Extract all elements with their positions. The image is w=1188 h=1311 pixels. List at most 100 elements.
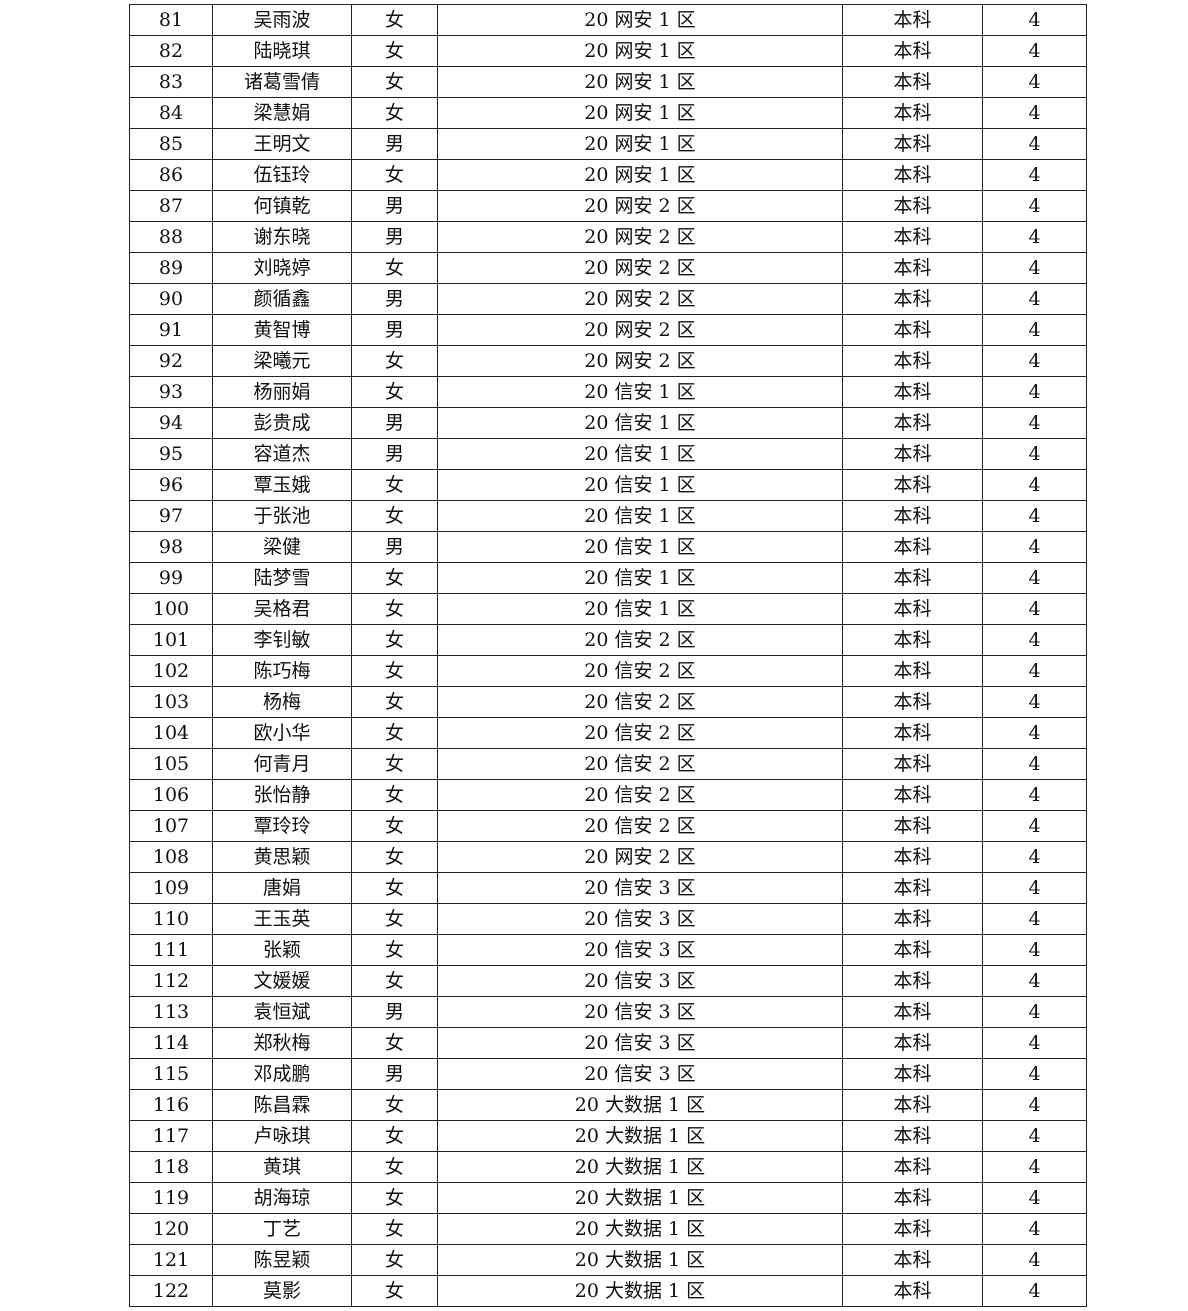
cell-index: 94: [129, 407, 213, 439]
cell-class: 20 信安 3 区: [437, 1058, 843, 1090]
cell-name: 郑秋梅: [212, 1027, 352, 1059]
cell-class: 20 信安 1 区: [437, 438, 843, 470]
cell-degree: 本科: [842, 1120, 983, 1152]
cell-index: 120: [129, 1213, 213, 1245]
cell-index: 93: [129, 376, 213, 408]
table-row: 104 欧小华女 20 信安 2 区本科 4: [129, 717, 1087, 749]
cell-index: 88: [129, 221, 213, 253]
cell-degree: 本科: [842, 655, 983, 687]
cell-degree: 本科: [842, 35, 983, 67]
cell-class: 20 信安 2 区: [437, 779, 843, 811]
cell-gender: 女: [351, 35, 438, 67]
table-row: 103 杨梅女 20 信安 2 区本科 4: [129, 686, 1087, 718]
cell-index: 117: [129, 1120, 213, 1152]
cell-index: 107: [129, 810, 213, 842]
cell-index: 90: [129, 283, 213, 315]
cell-index: 95: [129, 438, 213, 470]
cell-gender: 女: [351, 252, 438, 284]
cell-index: 121: [129, 1244, 213, 1276]
cell-index: 116: [129, 1089, 213, 1121]
cell-gender: 女: [351, 1089, 438, 1121]
cell-class: 20 信安 3 区: [437, 934, 843, 966]
cell-gender: 女: [351, 748, 438, 780]
cell-years: 4: [982, 66, 1087, 98]
cell-name: 谢东晓: [212, 221, 352, 253]
cell-name: 梁慧娟: [212, 97, 352, 129]
cell-name: 陆梦雪: [212, 562, 352, 594]
table-row: 82 陆晓琪女 20 网安 1 区本科 4: [129, 35, 1087, 67]
cell-name: 陈昌霖: [212, 1089, 352, 1121]
cell-class: 20 网安 1 区: [437, 66, 843, 98]
cell-name: 邓成鹏: [212, 1058, 352, 1090]
cell-years: 4: [982, 841, 1087, 873]
table-row: 108 黄思颖女 20 网安 2 区本科 4: [129, 841, 1087, 873]
cell-degree: 本科: [842, 469, 983, 501]
cell-name: 杨丽娟: [212, 376, 352, 408]
cell-class: 20 信安 2 区: [437, 624, 843, 656]
cell-index: 92: [129, 345, 213, 377]
cell-gender: 女: [351, 1213, 438, 1245]
cell-class: 20 网安 2 区: [437, 190, 843, 222]
cell-gender: 女: [351, 655, 438, 687]
table-row: 122 莫影女 20 大数据 1 区本科 4: [129, 1275, 1087, 1307]
cell-name: 胡海琼: [212, 1182, 352, 1214]
cell-index: 82: [129, 35, 213, 67]
cell-gender: 女: [351, 965, 438, 997]
cell-degree: 本科: [842, 965, 983, 997]
cell-degree: 本科: [842, 190, 983, 222]
cell-index: 84: [129, 97, 213, 129]
table-row: 88 谢东晓男 20 网安 2 区本科 4: [129, 221, 1087, 253]
cell-name: 彭贵成: [212, 407, 352, 439]
cell-degree: 本科: [842, 438, 983, 470]
cell-class: 20 信安 1 区: [437, 531, 843, 563]
cell-degree: 本科: [842, 500, 983, 532]
cell-degree: 本科: [842, 779, 983, 811]
cell-years: 4: [982, 1027, 1087, 1059]
cell-class: 20 信安 3 区: [437, 872, 843, 904]
cell-degree: 本科: [842, 686, 983, 718]
cell-index: 108: [129, 841, 213, 873]
cell-class: 20 信安 2 区: [437, 810, 843, 842]
cell-gender: 男: [351, 996, 438, 1028]
cell-degree: 本科: [842, 562, 983, 594]
cell-index: 104: [129, 717, 213, 749]
cell-class: 20 信安 2 区: [437, 717, 843, 749]
table-row: 105 何青月女 20 信安 2 区本科 4: [129, 748, 1087, 780]
cell-years: 4: [982, 810, 1087, 842]
cell-name: 伍钰玲: [212, 159, 352, 191]
cell-degree: 本科: [842, 1244, 983, 1276]
cell-class: 20 大数据 1 区: [437, 1151, 843, 1183]
cell-gender: 女: [351, 500, 438, 532]
cell-years: 4: [982, 655, 1087, 687]
cell-class: 20 大数据 1 区: [437, 1120, 843, 1152]
cell-name: 陈昱颖: [212, 1244, 352, 1276]
cell-class: 20 信安 3 区: [437, 996, 843, 1028]
cell-years: 4: [982, 1058, 1087, 1090]
table-row: 100 吴格君女 20 信安 1 区本科 4: [129, 593, 1087, 625]
cell-years: 4: [982, 407, 1087, 439]
cell-class: 20 信安 3 区: [437, 965, 843, 997]
cell-name: 梁曦元: [212, 345, 352, 377]
cell-class: 20 信安 1 区: [437, 500, 843, 532]
table-row: 96 覃玉娥女 20 信安 1 区本科 4: [129, 469, 1087, 501]
cell-gender: 女: [351, 1275, 438, 1307]
cell-years: 4: [982, 283, 1087, 315]
cell-class: 20 信安 3 区: [437, 903, 843, 935]
cell-degree: 本科: [842, 841, 983, 873]
cell-class: 20 网安 1 区: [437, 4, 843, 36]
cell-class: 20 大数据 1 区: [437, 1275, 843, 1307]
cell-years: 4: [982, 965, 1087, 997]
table-row: 114 郑秋梅女 20 信安 3 区本科 4: [129, 1027, 1087, 1059]
cell-class: 20 信安 1 区: [437, 376, 843, 408]
table-row: 91 黄智博男 20 网安 2 区本科 4: [129, 314, 1087, 346]
cell-degree: 本科: [842, 252, 983, 284]
cell-class: 20 网安 1 区: [437, 159, 843, 191]
cell-years: 4: [982, 1244, 1087, 1276]
cell-gender: 男: [351, 438, 438, 470]
cell-degree: 本科: [842, 1089, 983, 1121]
cell-degree: 本科: [842, 810, 983, 842]
cell-index: 81: [129, 4, 213, 36]
cell-index: 86: [129, 159, 213, 191]
cell-degree: 本科: [842, 934, 983, 966]
cell-years: 4: [982, 779, 1087, 811]
